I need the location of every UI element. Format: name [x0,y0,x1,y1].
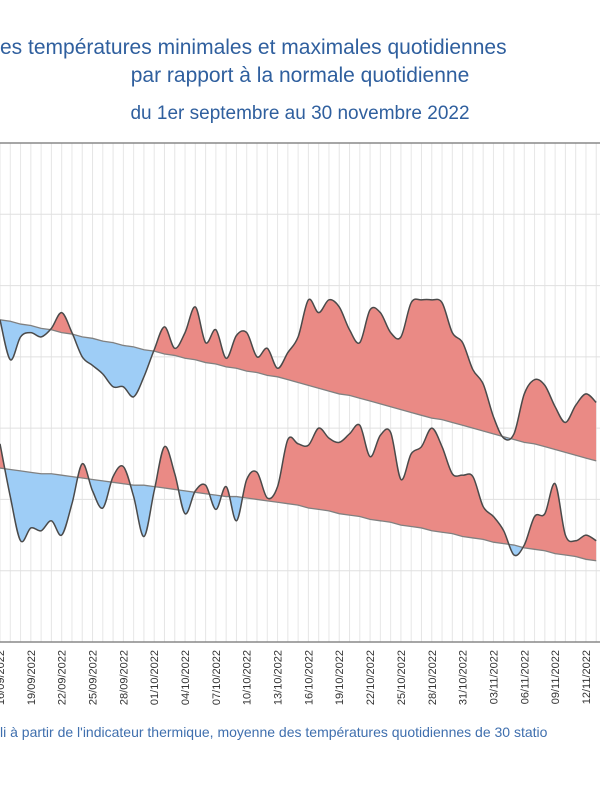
x-tick-label: 03/11/2022 [488,650,500,704]
x-tick-label: 28/09/2022 [118,650,130,705]
x-tick-label: 25/09/2022 [88,650,100,705]
series-line [0,423,597,557]
chart-title-line1: es températures minimales et maximales q… [0,36,507,59]
x-tick-label: 31/10/2022 [458,650,470,705]
x-tick-label: 16/10/2022 [303,650,315,705]
x-tick-label: 04/10/2022 [180,650,192,705]
series-line [0,298,597,441]
x-tick-label: 07/10/2022 [211,650,223,705]
x-tick-label: 10/10/2022 [242,650,254,705]
x-tick-label: 09/11/2022 [550,650,562,704]
x-tick-label: 01/10/2022 [149,650,161,705]
x-tick-label: 22/09/2022 [57,650,69,705]
area-above-normal [0,424,597,561]
chart-title-line2: par rapport à la normale quotidienne [130,64,470,87]
x-tick-label: 28/10/2022 [427,650,439,705]
x-tick-label: 25/10/2022 [396,650,408,705]
normal-line [0,319,597,462]
x-tick-label: 12/11/2022 [581,650,593,704]
x-tick-label: 16/09/2022 [0,650,7,705]
x-tick-label: 19/09/2022 [26,650,38,705]
chart-footnote: li à partir de l'indicateur thermique, m… [0,724,548,740]
x-tick-label: 13/10/2022 [273,650,285,705]
chart-subtitle: du 1er septembre au 30 novembre 2022 [130,103,470,124]
normal-line [0,467,597,562]
temperature-anomaly-chart: 16/09/2022 19/09/2022 22/09/2022 25/09/2022… [0,142,600,705]
x-tick-label: 22/10/2022 [365,650,377,705]
x-tick-label: 19/10/2022 [334,650,346,705]
x-tick-label: 06/11/2022 [519,650,531,704]
